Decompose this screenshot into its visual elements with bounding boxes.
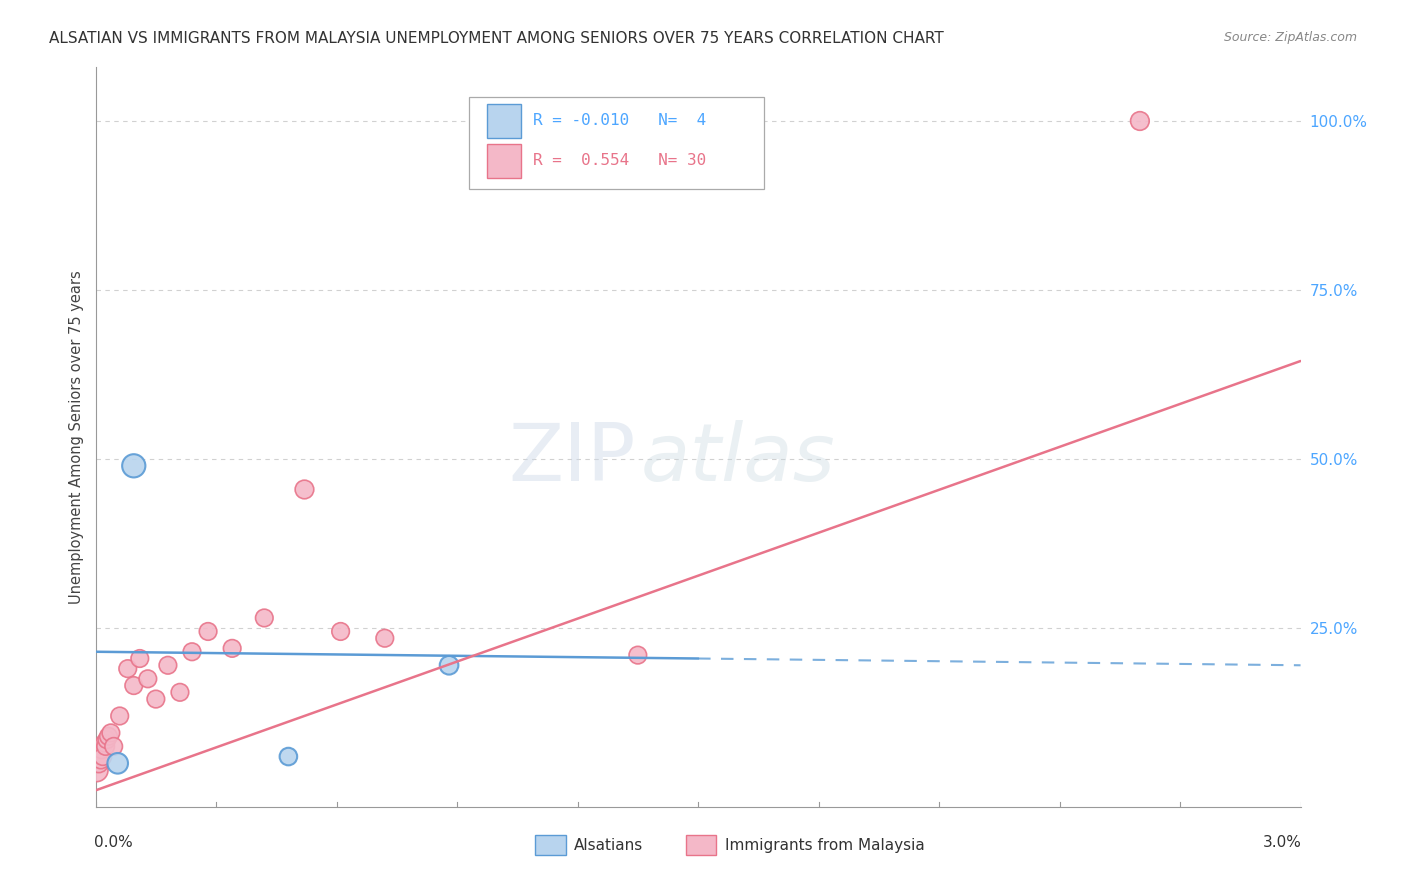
Point bbox=[89, 746, 111, 760]
Point bbox=[294, 483, 316, 497]
Text: R =  0.554   N= 30: R = 0.554 N= 30 bbox=[533, 153, 706, 169]
Bar bbox=[536, 835, 565, 855]
Point bbox=[86, 763, 108, 777]
Point bbox=[94, 739, 117, 754]
Point bbox=[181, 645, 204, 659]
Point bbox=[90, 753, 112, 767]
Point bbox=[117, 662, 139, 676]
Point bbox=[87, 756, 110, 771]
Text: Alsatians: Alsatians bbox=[574, 838, 643, 853]
Point bbox=[197, 624, 219, 639]
Point bbox=[1129, 114, 1152, 128]
Point bbox=[627, 648, 650, 662]
Point bbox=[108, 709, 131, 723]
Point bbox=[93, 736, 115, 750]
Text: ALSATIAN VS IMMIGRANTS FROM MALAYSIA UNEMPLOYMENT AMONG SENIORS OVER 75 YEARS CO: ALSATIAN VS IMMIGRANTS FROM MALAYSIA UNE… bbox=[49, 31, 943, 46]
Point bbox=[86, 749, 108, 764]
Point bbox=[136, 672, 159, 686]
Point bbox=[169, 685, 191, 699]
Point bbox=[437, 658, 460, 673]
Point bbox=[107, 756, 129, 771]
Point bbox=[221, 641, 243, 656]
Point bbox=[156, 658, 179, 673]
Point bbox=[253, 611, 276, 625]
Bar bbox=[488, 104, 522, 137]
Point bbox=[145, 692, 167, 706]
Text: Immigrants from Malaysia: Immigrants from Malaysia bbox=[724, 838, 924, 853]
Point bbox=[329, 624, 352, 639]
Text: 0.0%: 0.0% bbox=[94, 836, 134, 850]
FancyBboxPatch shape bbox=[470, 96, 765, 189]
Text: atlas: atlas bbox=[640, 420, 835, 499]
Text: Source: ZipAtlas.com: Source: ZipAtlas.com bbox=[1223, 31, 1357, 45]
Point bbox=[122, 458, 145, 473]
Point bbox=[374, 632, 396, 646]
Point bbox=[103, 739, 125, 754]
Point bbox=[90, 743, 112, 757]
Point bbox=[122, 679, 145, 693]
Text: R = -0.010   N=  4: R = -0.010 N= 4 bbox=[533, 113, 706, 128]
Point bbox=[96, 732, 118, 747]
Point bbox=[97, 729, 120, 743]
Point bbox=[277, 749, 299, 764]
Y-axis label: Unemployment Among Seniors over 75 years: Unemployment Among Seniors over 75 years bbox=[69, 270, 84, 604]
Bar bbox=[488, 145, 522, 178]
Point bbox=[91, 749, 114, 764]
Bar bbox=[686, 835, 716, 855]
Point bbox=[128, 651, 150, 665]
Text: ZIP: ZIP bbox=[508, 420, 636, 499]
Point bbox=[100, 726, 122, 740]
Text: 3.0%: 3.0% bbox=[1263, 836, 1302, 850]
